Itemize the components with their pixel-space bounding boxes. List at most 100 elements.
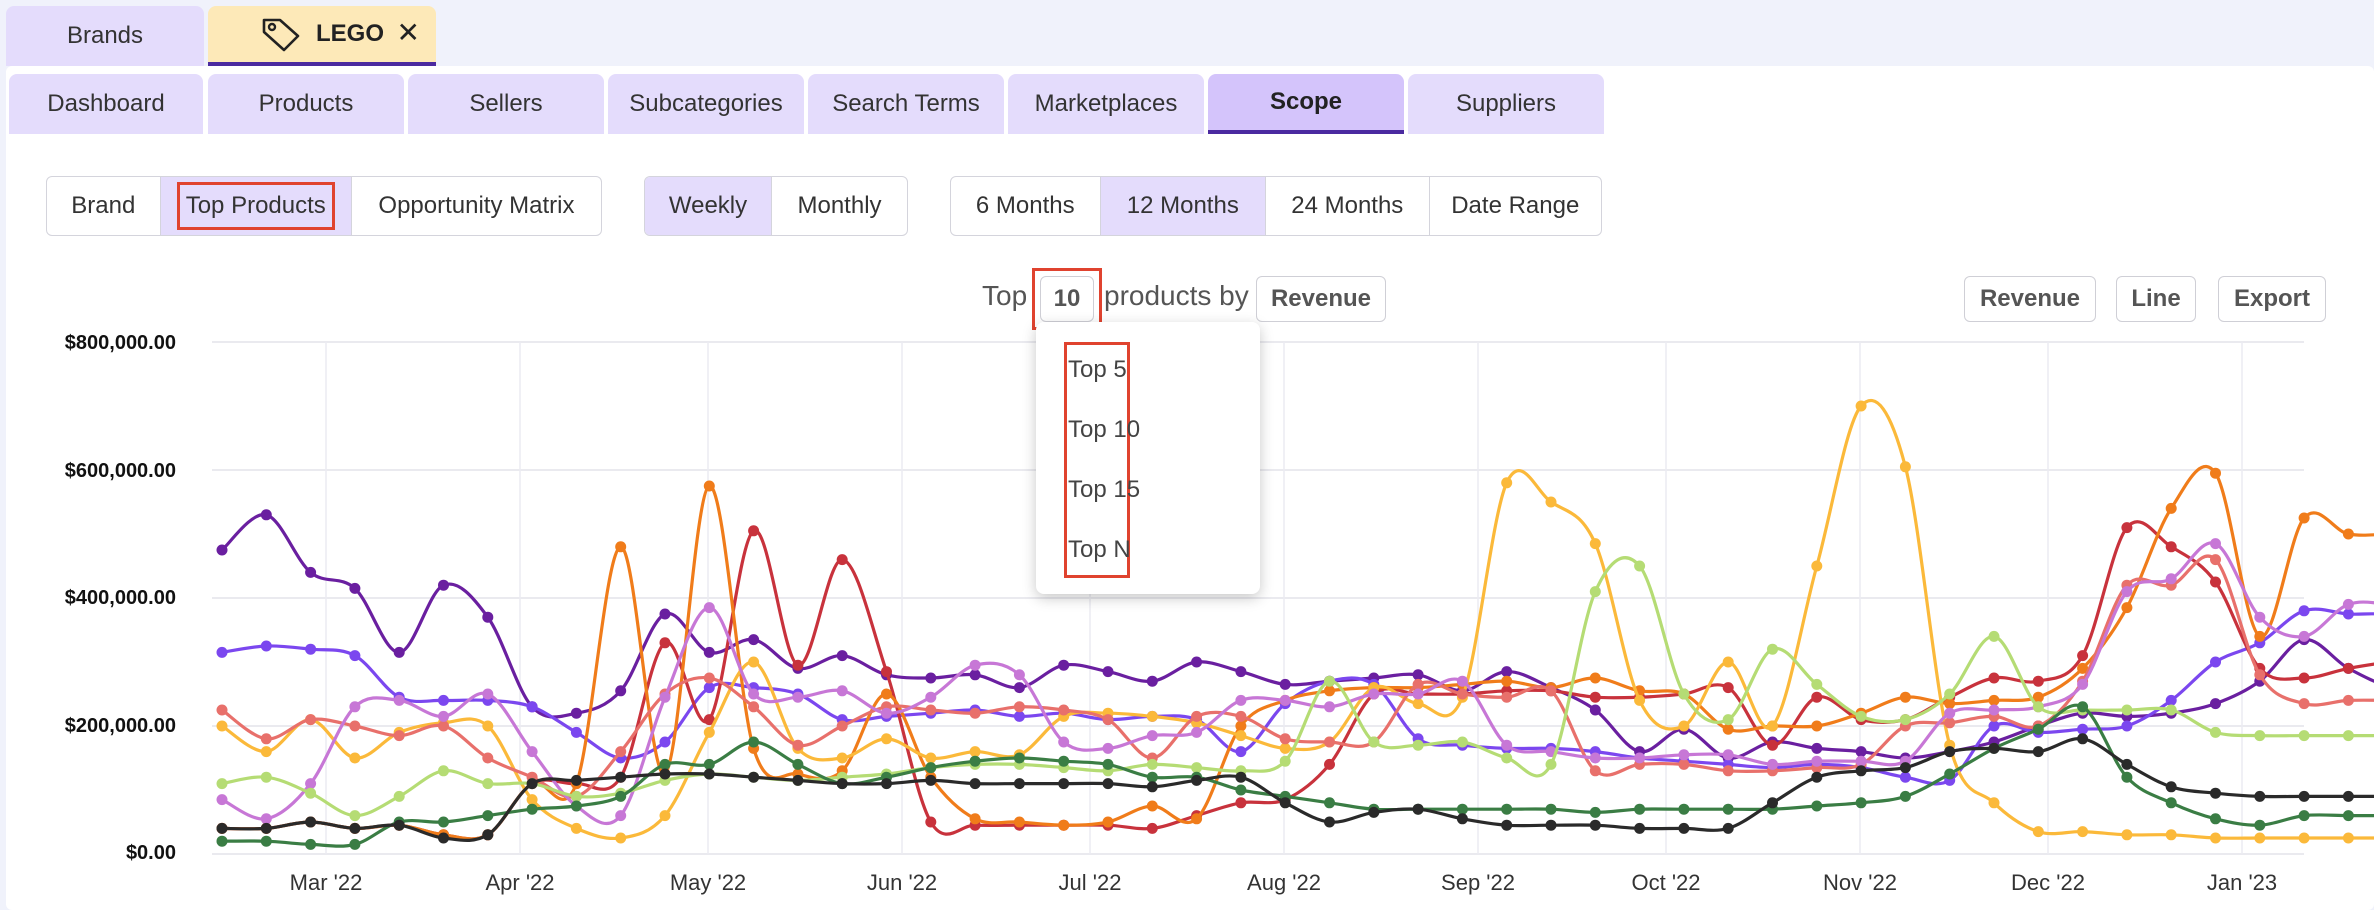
data-point (482, 778, 494, 790)
dropdown-option-top-5[interactable]: Top 5 (1068, 356, 1127, 383)
line-button[interactable]: Line (2116, 276, 2196, 322)
data-point (1235, 746, 1247, 758)
data-point (482, 810, 494, 822)
dropdown-option-top-n[interactable]: Top N (1068, 536, 1131, 563)
data-point (1235, 666, 1247, 678)
data-point (2165, 573, 2177, 585)
data-point (1767, 797, 1778, 809)
data-point (1811, 800, 1823, 812)
view-top-products-option[interactable]: Top Products (160, 177, 352, 235)
data-point (881, 733, 892, 745)
data-point (2298, 832, 2310, 844)
interval-weekly-option[interactable]: Weekly (645, 177, 773, 235)
data-point (748, 525, 760, 537)
data-point (1279, 694, 1291, 706)
metric-select[interactable]: Revenue (1256, 276, 1386, 322)
data-point (615, 771, 627, 783)
data-point (260, 746, 272, 758)
data-point (1279, 755, 1291, 767)
tab-search-terms[interactable]: Search Terms (808, 74, 1004, 134)
data-point (1589, 704, 1601, 716)
data-point (349, 650, 361, 662)
data-point (1279, 733, 1291, 745)
data-point (703, 726, 715, 738)
data-point (349, 838, 361, 850)
data-point (2342, 810, 2354, 822)
tab-scope[interactable]: Scope (1208, 74, 1404, 134)
dropdown-highlight (1064, 342, 1130, 578)
data-point (1501, 691, 1513, 703)
data-point (260, 640, 272, 652)
data-point (570, 800, 582, 812)
data-point (216, 794, 228, 806)
data-point (1811, 720, 1823, 732)
data-point (1988, 704, 2000, 716)
data-point (1191, 774, 1203, 786)
data-point (305, 787, 317, 799)
data-point (703, 480, 715, 492)
data-point (748, 771, 760, 783)
data-point (1634, 803, 1646, 815)
data-point (1013, 710, 1025, 722)
data-point (1634, 822, 1646, 834)
data-point (1634, 752, 1646, 764)
data-point (1722, 682, 1734, 694)
data-point (1722, 656, 1734, 668)
data-point (1412, 678, 1424, 690)
data-point (1811, 560, 1823, 572)
data-point (2254, 630, 2266, 642)
tab-brands[interactable]: Brands (6, 6, 204, 66)
tab-sellers[interactable]: Sellers (408, 74, 604, 134)
close-icon[interactable]: ✕ (396, 17, 420, 48)
data-point (2032, 723, 2044, 735)
tab-suppliers[interactable]: Suppliers (1408, 74, 1604, 134)
interval-monthly-option[interactable]: Monthly (772, 177, 907, 235)
tab-products[interactable]: Products (208, 74, 404, 134)
data-point (881, 688, 892, 700)
data-point (2298, 672, 2310, 684)
dropdown-option-top-10[interactable]: Top 10 (1068, 416, 1141, 443)
data-point (438, 832, 449, 844)
data-point (260, 822, 272, 834)
data-point (216, 778, 228, 790)
tab-marketplaces[interactable]: Marketplaces (1008, 74, 1204, 134)
tab-lego[interactable]: LEGO ✕ (208, 6, 436, 66)
data-point (482, 829, 494, 841)
range-date-range-option[interactable]: Date Range (1430, 177, 1601, 235)
data-point (1501, 803, 1513, 815)
data-point (1058, 778, 1070, 790)
tab-subcategories[interactable]: Subcategories (608, 74, 804, 134)
data-point (925, 704, 937, 716)
data-point (2342, 598, 2354, 610)
revenue-button[interactable]: Revenue (1964, 276, 2096, 322)
range-6-months-option[interactable]: 6 Months (951, 177, 1101, 235)
y-tick-label: $0.00 (125, 842, 176, 864)
range-24-months-option[interactable]: 24 Months (1266, 177, 1430, 235)
data-point (1722, 714, 1734, 726)
view-brand-option[interactable]: Brand (47, 177, 161, 235)
data-point (1545, 803, 1557, 815)
range-12-months-option[interactable]: 12 Months (1100, 177, 1267, 235)
tab-label: Scope (1269, 88, 1343, 115)
data-point (792, 758, 804, 770)
data-point (1678, 688, 1690, 700)
top-count-select[interactable]: 10 (1040, 276, 1094, 322)
x-tick-label: Jun '22 (866, 870, 938, 895)
data-point (1767, 758, 1778, 770)
export-button[interactable]: Export (2218, 276, 2326, 322)
tab-label: Search Terms (832, 90, 980, 117)
data-point (2210, 813, 2221, 825)
data-point (969, 778, 981, 790)
data-point (1722, 822, 1734, 834)
data-point (1988, 630, 2000, 642)
tab-dashboard[interactable]: Dashboard (9, 74, 203, 134)
data-point (1324, 675, 1335, 687)
view-opportunity-matrix-option[interactable]: Opportunity Matrix (352, 177, 601, 235)
dropdown-option-top-15[interactable]: Top 15 (1068, 476, 1141, 503)
y-tick-label: $800,000.00 (64, 332, 176, 354)
data-point (526, 701, 538, 713)
y-tick-label: $200,000.00 (64, 715, 176, 737)
data-point (1058, 704, 1070, 716)
data-point (482, 752, 494, 764)
data-point (2342, 528, 2354, 540)
